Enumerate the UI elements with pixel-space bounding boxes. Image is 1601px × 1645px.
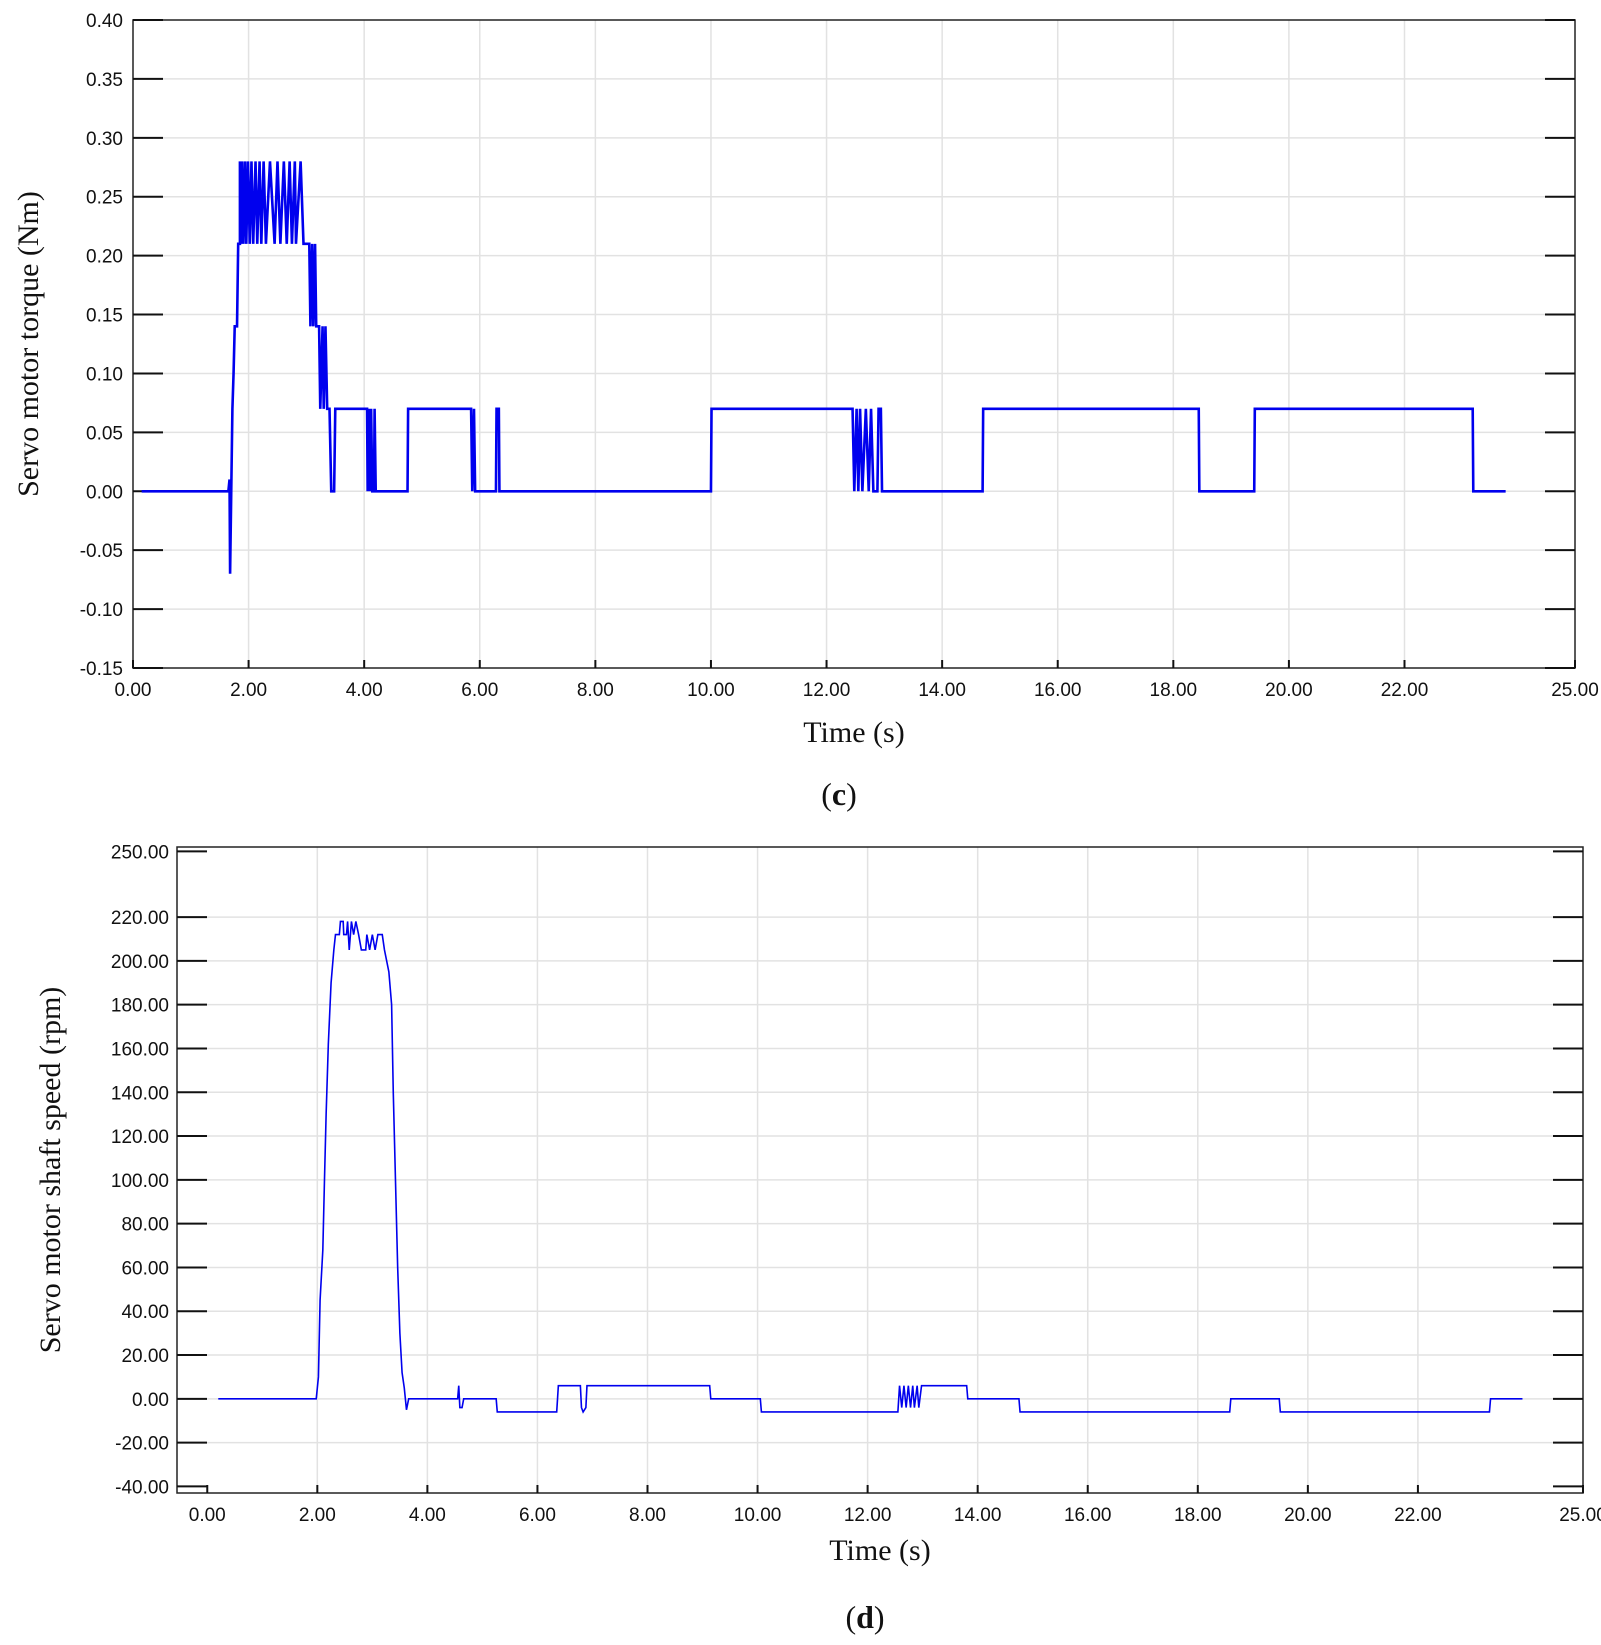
y-axis-title: Servo motor shaft speed (rpm) [34, 987, 67, 1354]
y-axis: -40.00 -20.00 0.00 20.00 40.00 60.00 80.00 100.… [111, 842, 1583, 1498]
y-tick-label: 0.00 [132, 1390, 169, 1411]
torque-chart-panel: -0.15 -0.10 -0.05 0.00 0.05 0.10 0.15 0.20 0.25 0… [0, 0, 1601, 820]
y-tick-label: -40.00 [115, 1477, 169, 1498]
y-tick-label: 0.25 [86, 188, 123, 209]
x-tick-label: 25.00 [1559, 1505, 1601, 1526]
y-tick-label: 0.20 [86, 247, 123, 268]
y-tick-label: 200.00 [111, 952, 169, 973]
series-line [141, 161, 1506, 574]
y-tick-label: -20.00 [115, 1434, 169, 1455]
y-tick-label: -0.05 [80, 541, 123, 562]
caption-letter: d [856, 1599, 874, 1635]
caption-close: ) [846, 776, 857, 812]
y-tick-label: 100.00 [111, 1171, 169, 1192]
y-tick-label: 220.00 [111, 908, 169, 929]
plot-frame [132, 19, 1576, 669]
x-tick-label: 12.00 [803, 680, 851, 701]
y-tick-label: 0.40 [86, 11, 123, 32]
grid-lines [133, 20, 1575, 668]
x-tick-label: 14.00 [954, 1505, 1002, 1526]
x-tick-label: 18.00 [1174, 1505, 1222, 1526]
x-tick-label: 2.00 [230, 680, 267, 701]
x-tick-label: 8.00 [629, 1505, 666, 1526]
y-tick-label: 0.00 [86, 482, 123, 503]
y-tick-label: 60.00 [121, 1258, 169, 1279]
y-tick-label: 120.00 [111, 1127, 169, 1148]
x-tick-label: 0.00 [189, 1505, 226, 1526]
y-tick-label: 20.00 [121, 1346, 169, 1367]
y-tick-label: 0.05 [86, 423, 123, 444]
x-tick-label: 14.00 [918, 680, 966, 701]
x-tick-label: 25.00 [1551, 680, 1599, 701]
y-tick-label: 140.00 [111, 1083, 169, 1104]
x-tick-label: 16.00 [1064, 1505, 1112, 1526]
y-tick-label: 80.00 [121, 1215, 169, 1236]
y-tick-label: 0.15 [86, 306, 123, 327]
caption-open: ( [821, 776, 832, 812]
caption-letter: c [832, 776, 846, 812]
x-tick-label: 6.00 [461, 680, 498, 701]
series-line [218, 920, 1523, 1414]
x-tick-label: 12.00 [844, 1505, 892, 1526]
panel-caption: (c) [821, 776, 857, 812]
y-tick-label: 40.00 [121, 1302, 169, 1323]
torque-chart: -0.15 -0.10 -0.05 0.00 0.05 0.10 0.15 0.20 0.25 0… [12, 11, 1599, 812]
x-tick-label: 4.00 [409, 1505, 446, 1526]
y-tick-label: 0.35 [86, 70, 123, 91]
x-tick-label: 6.00 [519, 1505, 556, 1526]
x-tick-label: 4.00 [346, 680, 383, 701]
speed-chart-panel: -40.00 -20.00 0.00 20.00 40.00 60.00 80.00 100.… [0, 820, 1601, 1645]
x-tick-label: 22.00 [1381, 680, 1429, 701]
x-tick-label: 10.00 [687, 680, 735, 701]
x-axis-title: Time (s) [803, 716, 904, 749]
x-tick-label: 22.00 [1394, 1505, 1442, 1526]
x-tick-label: 20.00 [1284, 1505, 1332, 1526]
x-tick-label: 16.00 [1034, 680, 1082, 701]
speed-chart: -40.00 -20.00 0.00 20.00 40.00 60.00 80.00 100.… [34, 842, 1601, 1635]
caption-close: ) [874, 1599, 885, 1635]
caption-open: ( [845, 1599, 856, 1635]
y-tick-label: -0.15 [80, 659, 123, 680]
y-tick-label: 0.30 [86, 129, 123, 150]
y-tick-label: 180.00 [111, 996, 169, 1017]
grid-lines [177, 847, 1583, 1493]
x-tick-label: 20.00 [1265, 680, 1313, 701]
x-tick-label: 10.00 [734, 1505, 782, 1526]
x-tick-label: 18.00 [1150, 680, 1198, 701]
x-axis-title: Time (s) [829, 1534, 930, 1567]
panel-caption: (d) [845, 1599, 884, 1635]
x-tick-label: 0.00 [115, 680, 152, 701]
x-tick-label: 8.00 [577, 680, 614, 701]
plot-frame [176, 846, 1584, 1494]
x-axis: 0.00 2.00 4.00 6.00 8.00 10.00 12.00 14.00 16.00… [115, 660, 1599, 701]
y-tick-label: 0.10 [86, 364, 123, 385]
y-axis: -0.15 -0.10 -0.05 0.00 0.05 0.10 0.15 0.20 0.25 0… [80, 11, 1575, 680]
x-axis: 0.00 2.00 4.00 6.00 8.00 10.00 12.00 14.00 16.00… [189, 1485, 1601, 1526]
y-axis-title: Servo motor torque (Nm) [12, 191, 45, 497]
y-tick-label: -0.10 [80, 600, 123, 621]
y-tick-label: 250.00 [111, 842, 169, 863]
x-tick-label: 2.00 [299, 1505, 336, 1526]
y-tick-label: 160.00 [111, 1039, 169, 1060]
